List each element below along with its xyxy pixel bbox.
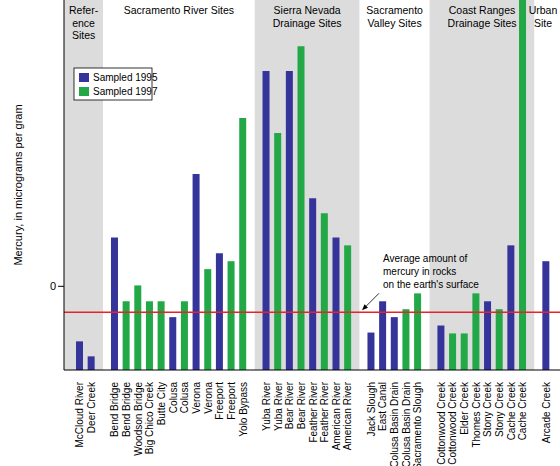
svg-text:Bear River: Bear River (296, 381, 307, 429)
svg-text:Cottonwood Creek: Cottonwood Creek (447, 381, 458, 465)
svg-text:Jack Slough: Jack Slough (366, 382, 377, 436)
svg-text:Verona: Verona (191, 382, 202, 414)
svg-text:Bend Bridge: Bend Bridge (109, 382, 120, 437)
svg-text:Yuba River: Yuba River (261, 381, 272, 431)
svg-text:American River: American River (331, 381, 342, 450)
svg-text:Arcade Creek: Arcade Creek (541, 381, 552, 443)
svg-text:Sacramento Slough: Sacramento Slough (412, 382, 423, 466)
svg-text:American River: American River (342, 381, 353, 450)
svg-text:Stony Creek: Stony Creek (482, 381, 493, 437)
svg-text:Big Chico Creek: Big Chico Creek (144, 381, 155, 454)
svg-text:Colusa: Colusa (168, 382, 179, 414)
svg-text:Colusa Basin Drain: Colusa Basin Drain (401, 382, 412, 466)
svg-text:0: 0 (50, 280, 56, 292)
svg-text:UrbanSite: UrbanSite (529, 4, 552, 29)
svg-text:Freeport: Freeport (226, 382, 237, 420)
svg-text:Sacramento River Sites: Sacramento River Sites (124, 4, 234, 16)
svg-text:Feather River: Feather River (308, 381, 319, 442)
svg-text:Bear River: Bear River (284, 381, 295, 429)
svg-text:Mercury, in micrograms per gra: Mercury, in micrograms per gram (12, 104, 24, 265)
svg-text:Butte City: Butte City (156, 382, 167, 425)
svg-text:Refer-enceSites: Refer-enceSites (69, 4, 99, 41)
svg-text:Yolo Bypass: Yolo Bypass (238, 382, 249, 437)
svg-text:McCloud River: McCloud River (74, 381, 85, 447)
svg-text:Sierra NevadaDrainage Sites: Sierra NevadaDrainage Sites (273, 4, 342, 29)
svg-text:Yuba River: Yuba River (273, 381, 284, 431)
svg-text:Freeport: Freeport (214, 382, 225, 420)
svg-text:Sampled 1995: Sampled 1995 (93, 72, 158, 83)
svg-text:Sampled 1997: Sampled 1997 (93, 86, 158, 97)
svg-text:Woodson Bridge: Woodson Bridge (133, 382, 144, 456)
svg-text:Stony Creek: Stony Creek (494, 381, 505, 437)
svg-text:Colusa: Colusa (179, 382, 190, 414)
svg-text:Deer Creek: Deer Creek (86, 381, 97, 433)
svg-text:Colusa Basin Drain: Colusa Basin Drain (389, 382, 400, 466)
svg-text:Elder Creek: Elder Creek (459, 381, 470, 435)
svg-text:SacramentoValley Sites: SacramentoValley Sites (366, 4, 423, 29)
svg-text:Thomes Creek: Thomes Creek (471, 381, 482, 448)
svg-text:East Canal: East Canal (377, 382, 388, 431)
svg-text:Coast RangesDrainage Sites: Coast RangesDrainage Sites (448, 4, 517, 29)
svg-text:Verona: Verona (203, 382, 214, 414)
svg-text:Cache Creek: Cache Creek (506, 381, 517, 440)
svg-text:Feather River: Feather River (319, 381, 330, 442)
svg-text:Bend Bridge: Bend Bridge (121, 382, 132, 437)
svg-text:Cache Creek: Cache Creek (517, 381, 528, 440)
svg-text:Average amount ofmercury in ro: Average amount ofmercury in rockson the … (383, 253, 479, 290)
svg-text:Cottonwood Creek: Cottonwood Creek (436, 381, 447, 465)
